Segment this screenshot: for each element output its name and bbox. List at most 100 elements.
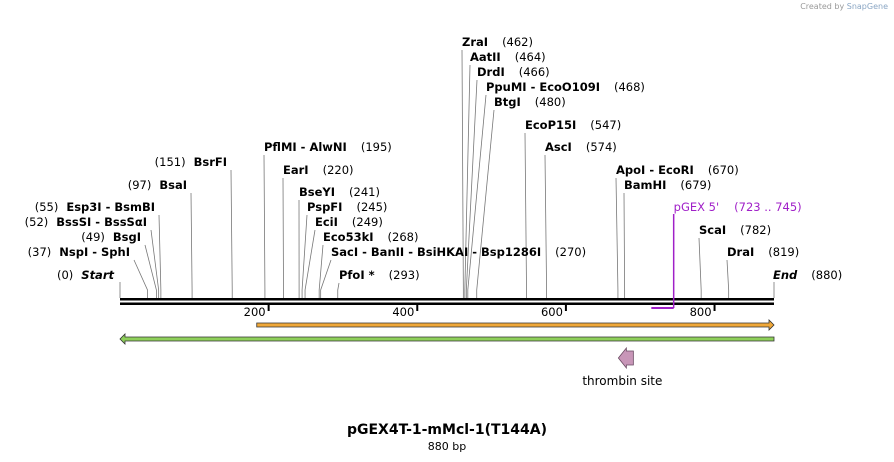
site-leader-line <box>158 214 162 298</box>
site-esp3i-bsmbi[interactable]: Esp3I - BsmBI (55) <box>35 200 155 214</box>
site-name: End <box>773 268 798 282</box>
site-position: (670) <box>708 163 739 177</box>
site-position: (880) <box>811 268 842 282</box>
site-position: (55) <box>35 200 59 214</box>
ruler-tick-label: 600 <box>541 305 563 319</box>
site-ecop15i[interactable]: EcoP15I (547) <box>525 118 621 132</box>
site-leader-line <box>133 259 148 298</box>
site-leader-line <box>544 154 547 298</box>
site-name: Esp3I - BsmBI <box>66 200 155 214</box>
site-position: (241) <box>349 185 380 199</box>
thrombin-label: thrombin site <box>582 374 662 388</box>
site-position: (480) <box>535 95 566 109</box>
site-leader-line <box>465 79 478 298</box>
site-drdi[interactable]: DrdI (466) <box>477 65 550 79</box>
site-position: (679) <box>680 178 711 192</box>
site-end[interactable]: End (880) <box>773 268 842 282</box>
site-start[interactable]: Start (0) <box>57 268 115 282</box>
site-position: (37) <box>28 245 52 259</box>
site-position: (468) <box>614 80 645 94</box>
thrombin-arrow-icon <box>617 346 634 370</box>
site-nspi-sphi[interactable]: NspI - SphI (37) <box>28 245 130 259</box>
ruler-tick-label: 400 <box>392 305 414 319</box>
site-position: (0) <box>57 268 73 282</box>
site-scai[interactable]: ScaI (782) <box>699 223 771 237</box>
site-asci[interactable]: AscI (574) <box>545 140 617 154</box>
site-name: EcoP15I <box>525 118 576 132</box>
site-position: (466) <box>519 65 550 79</box>
thrombin-site[interactable]: thrombin site <box>582 346 662 388</box>
site-drai[interactable]: DraI (819) <box>727 245 799 259</box>
ruler-tick-label: 200 <box>244 305 266 319</box>
site-name: EarI <box>283 163 309 177</box>
site-leader-line <box>318 244 324 298</box>
site-leader-line <box>476 109 495 298</box>
site-leader-line <box>144 244 157 298</box>
site-name: BseYI <box>299 185 335 199</box>
site-position: (464) <box>515 50 546 64</box>
site-leader-line <box>464 64 471 298</box>
ruler-tick-label: 800 <box>690 305 712 319</box>
site-bsai[interactable]: BsaI (97) <box>128 178 187 192</box>
site-bsrfi[interactable]: BsrFI (151) <box>155 155 227 169</box>
site-position: (97) <box>128 178 152 192</box>
orange-feature[interactable] <box>256 319 775 331</box>
site-bsssi-bsss-i[interactable]: BssSI - BssSαI (52) <box>25 215 147 229</box>
features <box>119 319 775 345</box>
site-position: (52) <box>25 215 49 229</box>
site-name: NspI - SphI <box>59 245 130 259</box>
site-position: (270) <box>555 245 586 259</box>
site-position: (782) <box>740 223 771 237</box>
site-name: BssSI - BssSαI <box>56 215 147 229</box>
site-apoi-ecori[interactable]: ApoI - EcoRI (670) <box>616 163 739 177</box>
site-leader-line <box>230 169 233 298</box>
site-leader-line <box>304 229 316 298</box>
site-ppumi-ecoo109i[interactable]: PpuMI - EcoO109I (468) <box>486 80 645 94</box>
site-name: AscI <box>545 140 572 154</box>
backbone-top-strand <box>120 298 774 301</box>
primer-pgex5[interactable]: pGEX 5' (723 .. 745) <box>651 200 802 309</box>
site-name: EciI <box>315 215 338 229</box>
site-leader-line <box>150 229 160 298</box>
site-zrai[interactable]: ZraI (462) <box>462 35 533 49</box>
site-name: Start <box>81 268 114 282</box>
map-length: 880 bp <box>427 440 467 453</box>
site-name: AatII <box>470 50 501 64</box>
site-position: (574) <box>586 140 617 154</box>
map-title: pGEX4T-1-mMcl-1(T144A) <box>346 422 548 438</box>
site-leader-line <box>337 282 340 298</box>
site-bamhi[interactable]: BamHI (679) <box>624 178 711 192</box>
site-name: Eco53kI <box>323 230 374 244</box>
site-name: BamHI <box>624 178 666 192</box>
site-position: (819) <box>768 245 799 259</box>
site-aatii[interactable]: AatII (464) <box>470 50 546 64</box>
site-eari[interactable]: EarI (220) <box>283 163 354 177</box>
site-position: (245) <box>356 200 387 214</box>
site-position: (462) <box>502 35 533 49</box>
site-name: BtgI <box>494 95 521 109</box>
site-name: ZraI <box>462 35 488 49</box>
site-position: (195) <box>361 140 392 154</box>
site-name: ApoI - EcoRI <box>616 163 694 177</box>
site-pflmi-alwni[interactable]: PflMI - AlwNI (195) <box>264 140 392 154</box>
site-leader-line <box>301 214 308 298</box>
site-position: (49) <box>81 230 105 244</box>
site-btgi[interactable]: BtgI (480) <box>494 95 566 109</box>
primer-name: pGEX 5' <box>674 200 720 214</box>
site-name: SacI - BanII - BsiHKAI - Bsp1286I <box>331 245 541 259</box>
site-name: DrdI <box>477 65 505 79</box>
site-pspfi[interactable]: PspFI (245) <box>307 200 387 214</box>
site-ecii[interactable]: EciI (249) <box>315 215 383 229</box>
site-eco53ki[interactable]: Eco53kI (268) <box>323 230 418 244</box>
credit: Created by SnapGene <box>800 2 888 11</box>
site-pfoi[interactable]: PfoI * (293) <box>339 268 420 282</box>
site-name: BsaI <box>159 178 187 192</box>
site-name: BsgI <box>113 230 141 244</box>
backbone-bottom-strand <box>120 302 774 305</box>
site-bseyi[interactable]: BseYI (241) <box>299 185 380 199</box>
site-leader-line <box>320 259 332 298</box>
site-bsgi[interactable]: BsgI (49) <box>81 230 141 244</box>
green-feature[interactable] <box>119 333 775 345</box>
site-saci-banii-bsihkai-bsp1286i[interactable]: SacI - BanII - BsiHKAI - Bsp1286I (270) <box>331 245 586 259</box>
site-leader-line <box>623 192 626 298</box>
